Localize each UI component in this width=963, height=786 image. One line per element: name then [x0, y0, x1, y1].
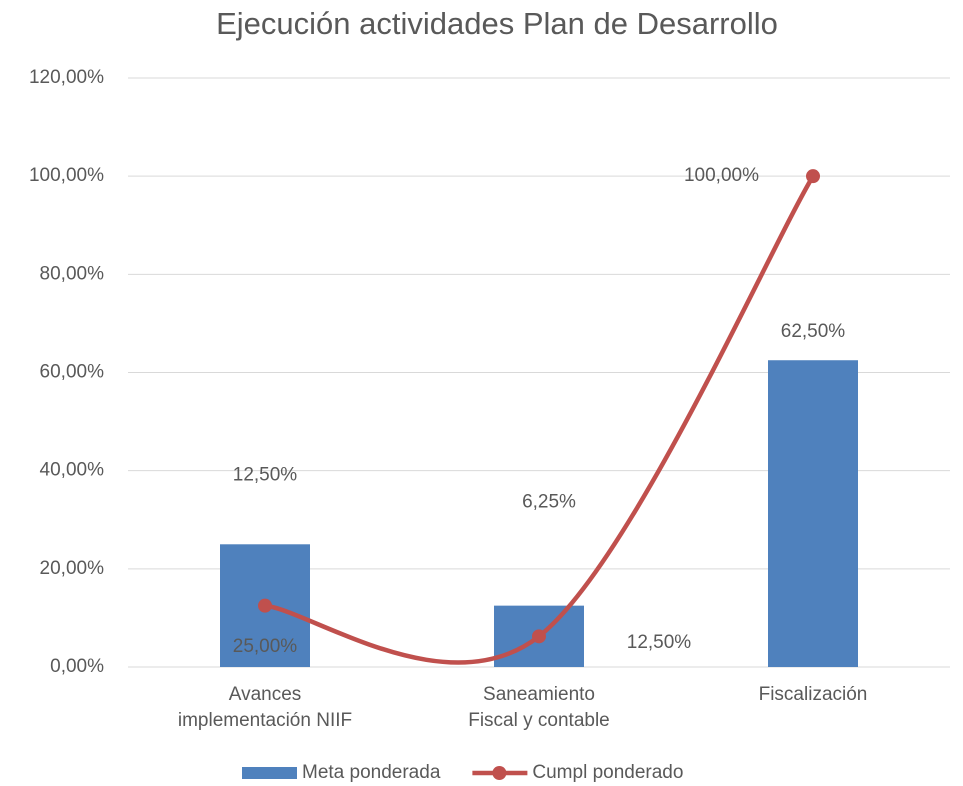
x-tick-label: Saneamiento Fiscal y contable: [468, 684, 610, 731]
y-tick-label: 80,00%: [40, 263, 105, 284]
legend-marker: [492, 766, 507, 780]
line-marker: [806, 169, 820, 184]
legend-label: Cumpl ponderado: [532, 762, 683, 783]
x-tick-label: Avances implementación NIIF: [178, 684, 352, 731]
line-marker: [258, 598, 272, 613]
y-tick-label: 20,00%: [40, 558, 105, 579]
y-tick-label: 120,00%: [29, 67, 104, 88]
x-tick-label: Fiscalización: [759, 684, 868, 705]
y-tick-label: 40,00%: [40, 460, 105, 481]
y-tick-label: 100,00%: [29, 165, 104, 186]
chart-title: Ejecución actividades Plan de Desarrollo: [216, 6, 778, 41]
line-marker: [532, 629, 546, 644]
legend-label: Meta ponderada: [302, 762, 441, 783]
line-value-label: 6,25%: [522, 491, 576, 512]
line: [262, 173, 816, 665]
line-value-label: 12,50%: [233, 465, 298, 486]
bar-value-label: 25,00%: [233, 636, 298, 657]
y-tick-label: 60,00%: [40, 362, 105, 383]
y-tick-label: 0,00%: [50, 656, 104, 677]
legend-swatch: [242, 767, 297, 779]
bar-value-label: 12,50%: [627, 632, 692, 653]
line-value-label: 100,00%: [684, 165, 759, 186]
bar: [768, 360, 858, 667]
bar-value-label: 62,50%: [781, 321, 846, 342]
